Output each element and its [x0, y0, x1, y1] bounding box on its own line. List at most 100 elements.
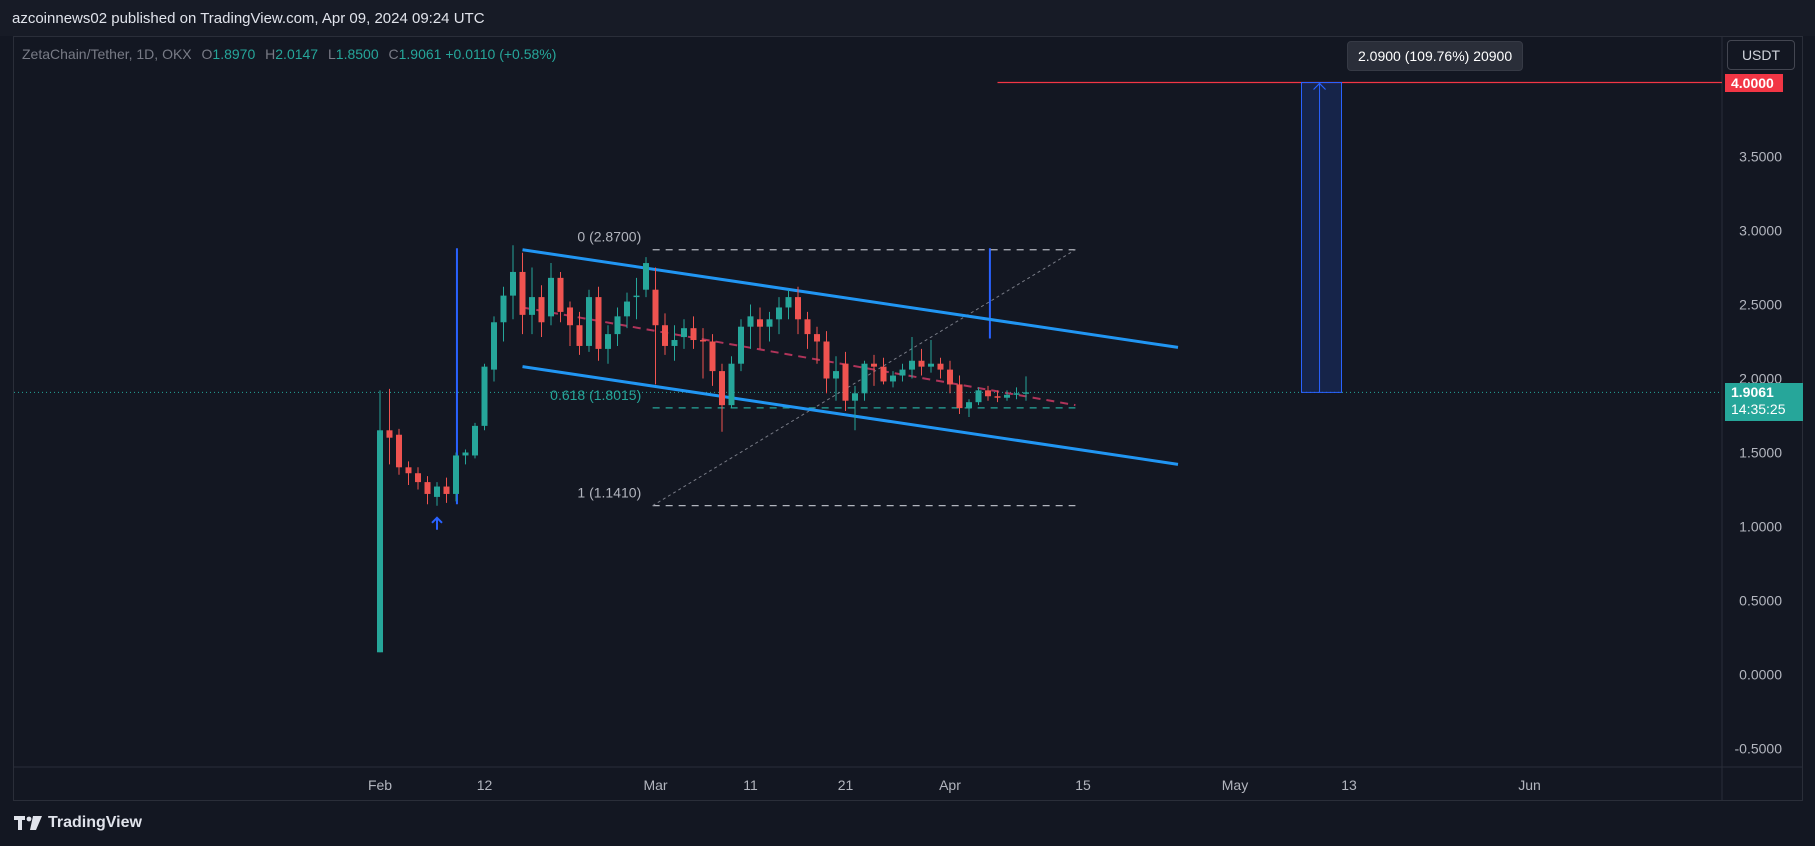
candle-body: [928, 363, 934, 367]
candle-body: [462, 452, 469, 456]
candle-body: [909, 360, 915, 370]
candle-body: [538, 297, 545, 323]
y-tick-label: 0.5000: [1739, 593, 1782, 609]
footer-brand[interactable]: TradingView: [14, 814, 142, 832]
tradingview-logo-icon: [14, 816, 42, 830]
candle-body: [681, 328, 687, 338]
candle-body: [396, 434, 402, 468]
x-tick-label: 11: [743, 777, 758, 793]
candle-body: [804, 319, 811, 335]
candle-body: [586, 297, 592, 346]
candle-body: [443, 486, 450, 494]
candle-body: [434, 486, 440, 497]
candle-body: [595, 297, 602, 349]
candle-body: [519, 271, 526, 315]
y-tick-label: 0.0000: [1739, 667, 1782, 683]
candle-body: [871, 363, 877, 367]
low-value: 1.8500: [335, 46, 379, 62]
open-value: 1.8970: [212, 46, 256, 62]
y-tick-label: 3.5000: [1739, 149, 1782, 165]
candle-body: [833, 371, 839, 379]
candle-body: [918, 360, 925, 367]
candle-body: [605, 334, 611, 349]
candle-body: [709, 341, 716, 372]
symbol-name: ZetaChain/Tether, 1D, OKX: [22, 46, 192, 62]
header-bar: azcoinnews02 published on TradingView.co…: [0, 0, 1815, 36]
candle-body: [700, 340, 706, 342]
candle-body: [947, 369, 953, 385]
close-value: 1.9061: [398, 46, 442, 62]
candle-body: [567, 307, 573, 326]
symbol-legend: ZetaChain/Tether, 1D, OKX O1.8970 H2.014…: [22, 46, 556, 62]
candle-body: [985, 390, 991, 397]
candle-body: [738, 326, 744, 364]
candle-body: [795, 297, 801, 320]
channel-midline: [522, 306, 1076, 407]
open-label: O: [201, 46, 213, 62]
candle-body: [481, 366, 488, 426]
candle-body: [510, 271, 516, 296]
candle-body: [472, 425, 478, 456]
candle-body: [377, 430, 383, 653]
fib-level-label: 0.618 (1.8015): [550, 387, 641, 403]
candle-body: [814, 334, 820, 342]
bar-countdown: 14:35:25: [1731, 401, 1786, 417]
x-tick-label: 13: [1341, 777, 1357, 793]
candle-body: [1023, 392, 1029, 394]
candle-body: [956, 384, 963, 409]
candle-body: [548, 277, 554, 317]
brand-name: TradingView: [48, 814, 142, 831]
candle-body: [747, 316, 754, 327]
candle-body: [728, 363, 735, 406]
candle-body: [662, 325, 668, 346]
last-price-tag: 1.9061 14:35:25: [1725, 383, 1803, 421]
x-tick-label: 21: [838, 777, 854, 793]
candle-body: [842, 363, 849, 401]
low-label: L: [327, 46, 336, 62]
high-value: 2.0147: [275, 46, 319, 62]
x-tick-label: May: [1222, 777, 1248, 793]
candle-body: [405, 467, 412, 474]
x-tick-label: Apr: [939, 777, 961, 793]
candle-body: [766, 319, 773, 327]
candle-body: [576, 325, 583, 346]
y-tick-label: 1.0000: [1739, 519, 1782, 535]
fib-level-label: 0 (2.8700): [577, 229, 641, 245]
close-label: C: [388, 46, 399, 62]
channel-upper-line: [522, 248, 1179, 349]
high-label: H: [265, 46, 276, 62]
x-tick-label: Jun: [1518, 777, 1541, 793]
candle-body: [975, 390, 982, 403]
candle-body: [652, 289, 659, 326]
projection-arrow-head: [1313, 82, 1326, 90]
x-tick-label: 15: [1075, 777, 1091, 793]
y-tick-label: 3.0000: [1739, 223, 1782, 239]
channel-lower-line: [522, 365, 1179, 466]
last-price-value: 1.9061: [1731, 384, 1774, 400]
candle-body: [415, 473, 421, 483]
candle-body: [643, 263, 649, 290]
candle-body: [880, 366, 887, 382]
candle-body: [899, 369, 906, 376]
candle-body: [785, 297, 792, 308]
fib-level-label: 1 (1.1410): [577, 485, 641, 501]
candle-body: [500, 295, 507, 323]
x-tick-label: 12: [477, 777, 493, 793]
candle-body: [529, 297, 535, 315]
candle-body: [719, 371, 725, 406]
candle-body: [1013, 393, 1020, 395]
candle-body: [690, 328, 697, 341]
candle-body: [823, 341, 830, 379]
candle-body: [614, 316, 621, 335]
candle-body: [861, 363, 868, 394]
y-tick-label: 2.0000: [1739, 371, 1782, 387]
candle-body: [624, 301, 630, 317]
change-value: +0.0110 (+0.58%): [445, 46, 557, 62]
y-tick-label: -0.5000: [1735, 741, 1783, 757]
candle-body: [491, 322, 497, 370]
x-tick-label: Mar: [643, 777, 667, 793]
projection-box: [1301, 82, 1342, 393]
candle-body: [966, 402, 972, 409]
currency-button[interactable]: USDT: [1727, 40, 1795, 70]
